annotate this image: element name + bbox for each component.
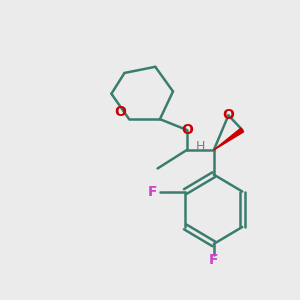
Text: H: H	[195, 140, 205, 153]
Text: O: O	[114, 105, 126, 119]
Polygon shape	[214, 128, 244, 150]
Text: O: O	[223, 108, 234, 122]
Text: F: F	[148, 184, 157, 199]
Text: F: F	[209, 253, 219, 267]
Text: O: O	[181, 123, 193, 137]
